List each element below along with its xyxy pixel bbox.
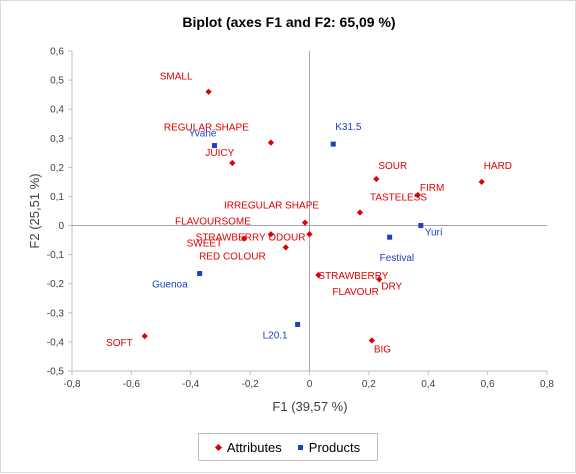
y-tick-label: -0,4 (47, 337, 65, 348)
product-label: Yvahé (189, 129, 217, 140)
attribute-point (301, 219, 309, 226)
attribute-point (282, 244, 289, 251)
legend: Attributes Products (198, 433, 378, 461)
legend-square-icon (297, 444, 303, 450)
attribute-label: FLAVOURSOME (175, 216, 251, 227)
y-tick-label: 0,4 (50, 105, 64, 116)
legend-item-products: Products (297, 439, 361, 455)
attribute-point (373, 175, 380, 183)
attribute-point (241, 235, 248, 242)
chart-title: Biplot (axes F1 and F2: 65,09 %) (182, 14, 395, 30)
x-tick-label: 0,2 (362, 379, 376, 390)
y-tick-label: 0,1 (50, 192, 64, 203)
legend-diamond-icon (214, 443, 222, 451)
attribute-point (229, 159, 236, 167)
y-tick-label: 0,2 (50, 163, 64, 174)
product-label: L20.1 (263, 330, 288, 341)
attribute-label: REGULAR SHAPE (164, 123, 249, 134)
attribute-label: BIG (374, 344, 391, 355)
x-tick-label: -0,4 (182, 379, 200, 390)
y-tick-label: 0,3 (50, 134, 64, 145)
product-label: Guenoa (152, 280, 188, 291)
product-point (387, 234, 393, 240)
attribute-label: DRY (381, 281, 402, 292)
attribute-point (368, 337, 375, 344)
attribute-point (315, 271, 322, 279)
attribute-label: STRAWBERRY FLAVOUR (318, 271, 388, 298)
y-tick-label: -0,1 (47, 250, 65, 261)
product-label: Yurí (425, 228, 443, 239)
axes-layer: -0,8 -0,6 -0,4 -0,2 0 0,2 0,4 0,6 0,8 0,6 0,5 0,4 0,… (47, 47, 555, 391)
x-tick-label: -0,6 (123, 379, 141, 390)
y-tick-label: 0 (58, 221, 64, 232)
attribute-label: SOFT (106, 338, 133, 349)
y-tick-label: -0,2 (47, 279, 65, 290)
attribute-label: STRAWBERRY ODOUR (196, 232, 306, 243)
x-tick-label: 0 (307, 379, 313, 390)
y-axis-title: F2 (25,51 %) (27, 173, 42, 248)
y-tick-label: -0,3 (47, 308, 65, 319)
points-layer: SMALL REGULAR SHAPE JUICY SOUR HARD FIRMTASTE… (106, 72, 512, 356)
y-tick-label: -0,5 (47, 367, 65, 378)
x-tick-label: -0,2 (242, 379, 260, 390)
product-point (212, 143, 217, 149)
attribute-label: HARD (484, 161, 512, 172)
y-tick-label: 0,5 (50, 76, 64, 87)
product-label: Festival (380, 253, 414, 264)
product-point (330, 141, 336, 147)
attribute-label: SMALL (160, 72, 193, 83)
attribute-label: SOUR (378, 161, 407, 172)
product-point (418, 223, 424, 229)
x-tick-label: 0,8 (540, 379, 554, 390)
legend-label-attributes: Attributes (226, 439, 282, 455)
attribute-point (376, 276, 383, 283)
attribute-point (478, 178, 485, 186)
attribute-label: RED COLOUR (199, 251, 266, 262)
attribute-point (141, 332, 148, 340)
product-label: K31.5 (335, 122, 362, 133)
attribute-label: JUICY (205, 148, 234, 159)
attribute-point (306, 231, 313, 238)
attribute-point (205, 88, 212, 95)
attribute-label: TASTELESS (370, 192, 427, 203)
legend-item-attributes: Attributes (214, 439, 282, 455)
attribute-label: IRREGULAR SHAPE (224, 201, 319, 212)
attribute-label: SWEET (187, 239, 223, 250)
x-axis-title: F1 (39,57 %) (272, 399, 347, 414)
x-tick-label: 0,6 (481, 379, 495, 390)
product-point (295, 321, 301, 327)
x-tick-label: -0,8 (63, 379, 81, 390)
attribute-point (267, 139, 275, 146)
y-tick-label: 0,6 (50, 47, 64, 58)
attribute-point (356, 209, 364, 216)
legend-label-products: Products (308, 439, 361, 455)
attribute-label: FIRM (420, 183, 444, 194)
product-point (197, 271, 203, 277)
x-tick-label: 0,4 (421, 379, 435, 390)
